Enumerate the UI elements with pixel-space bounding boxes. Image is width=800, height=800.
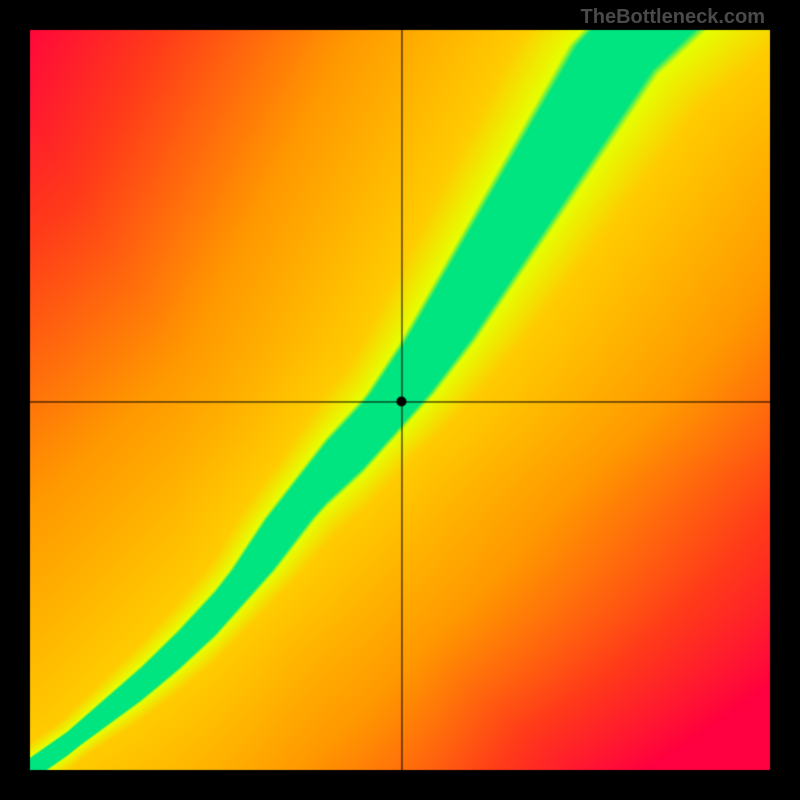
bottleneck-heatmap: [0, 0, 800, 800]
chart-container: { "watermark": { "text": "TheBottleneck.…: [0, 0, 800, 800]
watermark-text: TheBottleneck.com: [581, 6, 765, 29]
